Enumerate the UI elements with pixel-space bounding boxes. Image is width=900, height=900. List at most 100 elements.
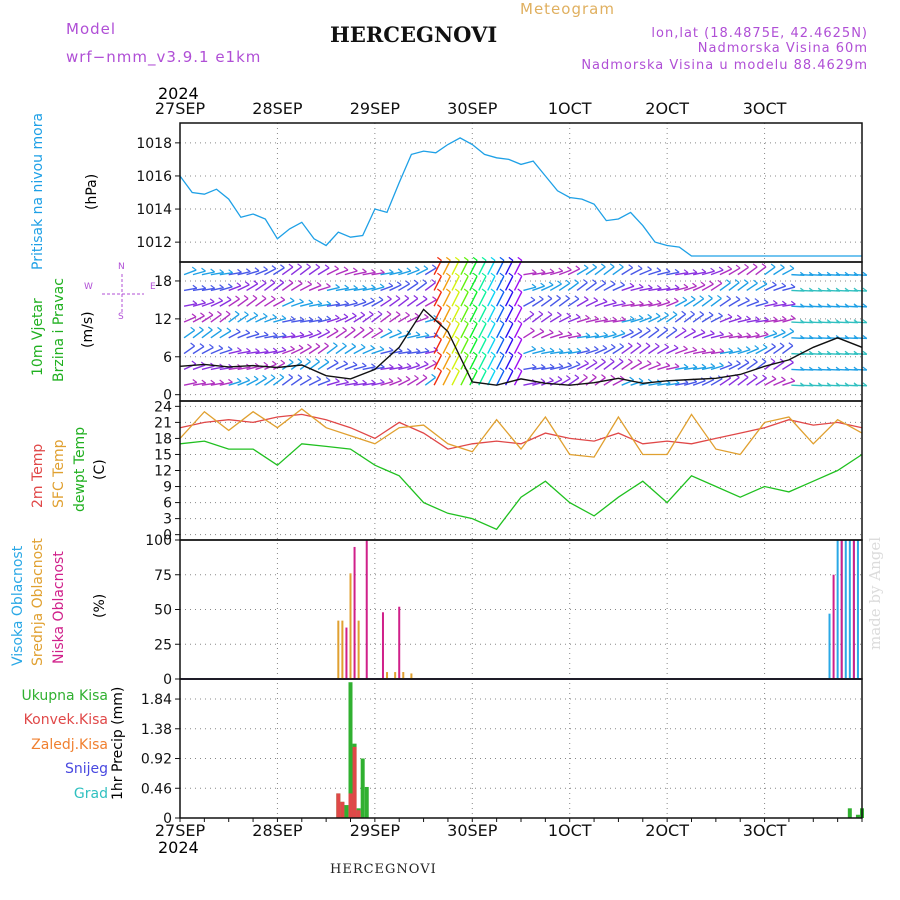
wind-arrow-head bbox=[755, 316, 760, 321]
wind-arrow bbox=[782, 303, 796, 307]
wind-arrow-head bbox=[472, 320, 478, 325]
wind-arrow-head bbox=[191, 360, 197, 365]
precip-total-bar bbox=[348, 682, 353, 818]
wind-arrow bbox=[451, 323, 460, 339]
wind-arrow bbox=[442, 291, 451, 307]
wind-arrow-head bbox=[719, 348, 725, 353]
wind-arrow-head bbox=[405, 375, 411, 380]
wind-arrow bbox=[594, 319, 608, 323]
model-elevation-label: Nadmorska Visina u modelu 88.4629m bbox=[581, 58, 868, 73]
wind-arrow bbox=[201, 346, 214, 355]
wind-arrow-head bbox=[548, 329, 554, 334]
wind-arrow-head bbox=[735, 296, 741, 301]
wind-arrow-head bbox=[261, 279, 267, 284]
wind-arrow bbox=[675, 348, 688, 355]
wind-arrow-head bbox=[719, 362, 724, 367]
y-tick-label: 1.38 bbox=[141, 722, 172, 738]
wind-arrow-head bbox=[753, 358, 758, 363]
wind-arrow-head bbox=[540, 346, 546, 351]
wind-arrow bbox=[737, 318, 751, 323]
wind-arrow-head bbox=[368, 326, 374, 331]
wind-arrow-head bbox=[333, 359, 339, 364]
wind-arrow bbox=[344, 364, 358, 371]
wind-arrow-head bbox=[529, 310, 535, 315]
wind-arrow-head bbox=[415, 331, 421, 336]
wind-arrow bbox=[281, 376, 294, 386]
wind-arrow bbox=[594, 266, 606, 276]
wind-arrow-head bbox=[315, 263, 321, 268]
wind-arrow bbox=[782, 361, 794, 371]
wind-arrow-head bbox=[862, 303, 868, 308]
wind-arrow-head bbox=[261, 295, 267, 300]
wind-arrow bbox=[335, 329, 347, 339]
wind-arrow-head bbox=[306, 374, 312, 379]
wind-arrow bbox=[192, 315, 205, 323]
wind-arrow bbox=[630, 267, 643, 276]
wind-arrow-head bbox=[270, 279, 276, 284]
wind-arrow-head bbox=[499, 288, 505, 293]
wind-arrow bbox=[513, 323, 523, 339]
high-cloud-bar bbox=[856, 540, 859, 679]
wind-arrow bbox=[621, 285, 635, 292]
wind-arrow bbox=[183, 329, 196, 339]
wind-arrow-head bbox=[862, 287, 868, 292]
wind-arrow-head bbox=[780, 264, 785, 269]
wind-arrow bbox=[603, 302, 617, 307]
wind-arrow-head bbox=[593, 297, 599, 302]
wind-arrow bbox=[469, 339, 478, 354]
wind-arrow bbox=[210, 287, 224, 292]
wind-arrow bbox=[308, 345, 321, 355]
wind-arrow-head bbox=[531, 269, 537, 274]
wind-arrow-head bbox=[637, 327, 643, 332]
wind-arrow-head bbox=[558, 348, 564, 353]
wind-arrow-head bbox=[472, 351, 478, 356]
wind-arrow bbox=[782, 267, 795, 276]
wind-arrow bbox=[380, 313, 392, 323]
wind-arrow bbox=[335, 363, 348, 371]
wind-arrow bbox=[451, 307, 460, 323]
time-tick-top: 30SEP bbox=[447, 99, 498, 118]
wind-arrow bbox=[487, 354, 496, 370]
wind-arrow-head bbox=[290, 345, 295, 350]
wind-arrow-head bbox=[575, 265, 581, 270]
wind-arrow bbox=[317, 267, 330, 276]
wind-arrow-head bbox=[692, 282, 697, 287]
wind-arrow bbox=[371, 330, 383, 339]
wind-arrow bbox=[398, 350, 412, 355]
wind-arrow bbox=[648, 329, 660, 339]
wind-arrow-head bbox=[201, 299, 206, 304]
wind-arrow-head bbox=[210, 379, 216, 384]
wind-arrow-head bbox=[280, 359, 286, 364]
wind-arrow-head bbox=[344, 284, 350, 289]
wind-arrow-head bbox=[790, 283, 796, 288]
wind-arrow-head bbox=[565, 294, 570, 299]
wind-arrow bbox=[692, 350, 707, 355]
wind-arrow bbox=[192, 364, 206, 371]
wind-arrow bbox=[558, 297, 571, 307]
wind-arrow bbox=[648, 287, 662, 292]
wind-arrow bbox=[639, 316, 652, 323]
wind-arrow-head bbox=[531, 363, 537, 368]
wind-arrow bbox=[469, 291, 478, 307]
wind-arrow bbox=[344, 345, 357, 355]
wind-arrow bbox=[567, 316, 581, 323]
wind-arrow bbox=[255, 377, 267, 386]
wind-arrow-head bbox=[743, 279, 749, 284]
wind-arrow-head bbox=[610, 280, 616, 285]
wind-arrow bbox=[460, 370, 469, 386]
wind-arrow-head bbox=[290, 332, 296, 337]
wind-arrow bbox=[764, 378, 777, 386]
wind-arrow-head bbox=[645, 342, 651, 347]
wind-arrow bbox=[210, 382, 224, 386]
wind-arrow bbox=[406, 377, 419, 386]
wind-arrow-head bbox=[770, 358, 776, 363]
wind-arrow bbox=[853, 289, 867, 292]
wind-arrow bbox=[719, 377, 732, 386]
wind-arrow bbox=[764, 266, 776, 276]
wind-arrow bbox=[353, 365, 367, 371]
y-tick-label: 24 bbox=[154, 399, 172, 415]
wind-arrow-head bbox=[389, 363, 394, 368]
y-tick-label: 1012 bbox=[136, 235, 172, 251]
wind-arrow bbox=[353, 329, 365, 339]
wind-arrow bbox=[264, 316, 277, 323]
